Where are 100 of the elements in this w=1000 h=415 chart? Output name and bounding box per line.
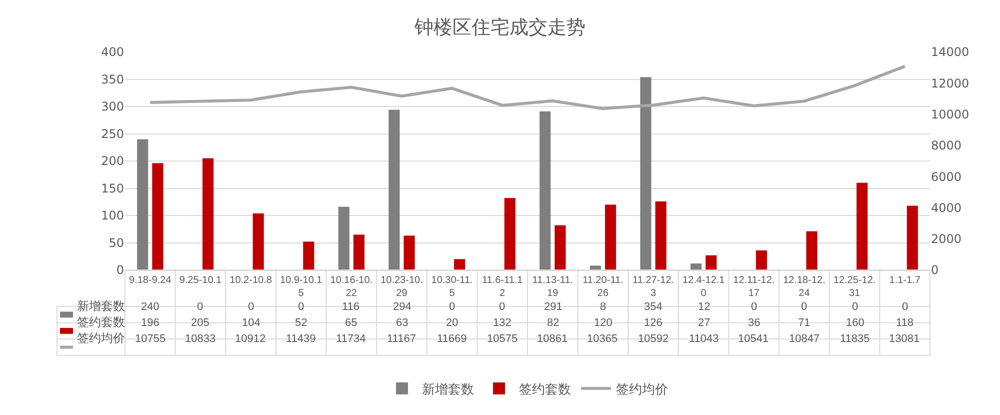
y-tick-label: 350 [101, 72, 124, 86]
bar [856, 182, 868, 270]
bar [454, 259, 466, 270]
data-label: 10912 [235, 333, 266, 345]
data-label: 11734 [336, 333, 366, 345]
bar [137, 139, 148, 270]
data-label: 36 [748, 317, 760, 329]
x-tick-label: 12.25-12.31 [833, 275, 876, 299]
x-tick-label: 10.23-10.29 [380, 275, 423, 299]
y2-tick-label: 12000 [931, 76, 970, 90]
bar [252, 213, 264, 270]
data-label: 10575 [487, 333, 518, 345]
x-tick-label: 12.18-12.24 [783, 275, 826, 299]
data-label: 52 [295, 317, 308, 329]
data-label: 11043 [689, 333, 719, 345]
data-label: 0 [197, 301, 204, 313]
data-label: 0 [751, 301, 758, 313]
data-label: 63 [396, 317, 408, 329]
data-label: 82 [547, 317, 560, 329]
data-label: 11167 [387, 333, 416, 345]
y2-tick-label: 10000 [931, 107, 970, 122]
data-label: 71 [798, 317, 810, 329]
y2-tick-label: 6000 [931, 170, 962, 184]
data-label: 11669 [437, 333, 467, 345]
data-label: 294 [393, 301, 412, 313]
data-label: 12 [698, 301, 710, 313]
x-tick-label: 10.16-10.22 [330, 275, 373, 299]
data-label: 10847 [789, 333, 820, 345]
bar [353, 234, 364, 270]
x-tick-label: 10.2-10.8 [230, 275, 272, 286]
x-tick-label: 11.20-11.26 [582, 275, 624, 299]
data-label: 0 [852, 301, 858, 313]
bar [706, 255, 717, 270]
data-label: 10541 [738, 333, 769, 345]
data-label: 11439 [286, 333, 316, 345]
data-label: 196 [141, 317, 160, 329]
x-tick-label: 11.6-11.12 [482, 275, 524, 299]
data-label: 354 [644, 301, 662, 313]
y2-tick-label: 0 [931, 263, 939, 278]
bar [152, 163, 164, 270]
x-tick-label: 9.18-9.24 [129, 275, 172, 286]
y-tick-label: 400 [101, 45, 124, 60]
bar [690, 263, 702, 270]
data-label: 116 [342, 301, 360, 313]
bar [906, 206, 918, 270]
data-label: 291 [544, 301, 562, 313]
x-tick-label: 10.9-10.15 [280, 275, 323, 299]
text: 新增套数 [77, 299, 125, 313]
text: 签约均价 [77, 331, 125, 345]
data-label: 0 [449, 301, 456, 313]
y2-tick-label: 2000 [931, 232, 962, 246]
data-label: 205 [191, 317, 210, 329]
data-label: 65 [345, 317, 358, 329]
bar [756, 250, 767, 270]
data-label: 120 [594, 317, 612, 329]
y-tick-label: 250 [101, 126, 124, 141]
data-label: 10861 [537, 333, 568, 345]
data-label: 10755 [135, 333, 166, 345]
y2-tick-label: 8000 [931, 138, 962, 153]
bar [303, 242, 314, 270]
data-label: 0 [298, 301, 304, 313]
y2-tick-label: 14000 [931, 45, 970, 60]
bar [202, 158, 214, 270]
data-label: 27 [698, 317, 710, 329]
x-tick-label: 12.11-12.17 [733, 275, 775, 299]
data-label: 126 [644, 317, 662, 329]
bar [388, 110, 400, 270]
data-label: 0 [801, 301, 808, 313]
x-tick-label: 1.1-1.7 [889, 275, 921, 286]
x-tick-label: 11.27-12.3 [632, 275, 674, 299]
data-label: 10592 [638, 333, 669, 345]
bar [504, 198, 516, 270]
bar [604, 204, 616, 270]
y-tick-label: 100 [101, 208, 124, 223]
data-label: 240 [141, 301, 160, 313]
data-label: 11835 [840, 333, 870, 345]
data-label: 0 [248, 301, 254, 313]
y-tick-label: 50 [108, 236, 124, 250]
legend-label: 签约套数 [519, 382, 571, 398]
bar [655, 201, 666, 270]
line-series [148, 64, 906, 110]
data-label: 13081 [889, 333, 920, 345]
x-tick-label: 9.25-10.1 [179, 275, 222, 286]
y-tick-label: 150 [101, 181, 124, 196]
bar [806, 231, 818, 270]
y-tick-label: 0 [116, 263, 124, 278]
bar [338, 206, 350, 270]
bar [640, 77, 652, 270]
x-tick-label: 12.4-12.10 [682, 275, 726, 299]
data-label: 20 [446, 317, 458, 329]
data-label: 160 [846, 317, 864, 329]
data-label: 8 [600, 301, 606, 313]
y2-tick-label: 4000 [931, 200, 962, 215]
data-label: 0 [499, 301, 506, 313]
data-label: 10833 [185, 333, 216, 345]
data-label: 132 [493, 317, 512, 329]
bar [540, 111, 551, 270]
y-tick-label: 200 [101, 154, 124, 168]
x-tick-label: 10.30-11.5 [431, 275, 473, 299]
x-tick-label: 11.13-11.19 [532, 275, 574, 299]
